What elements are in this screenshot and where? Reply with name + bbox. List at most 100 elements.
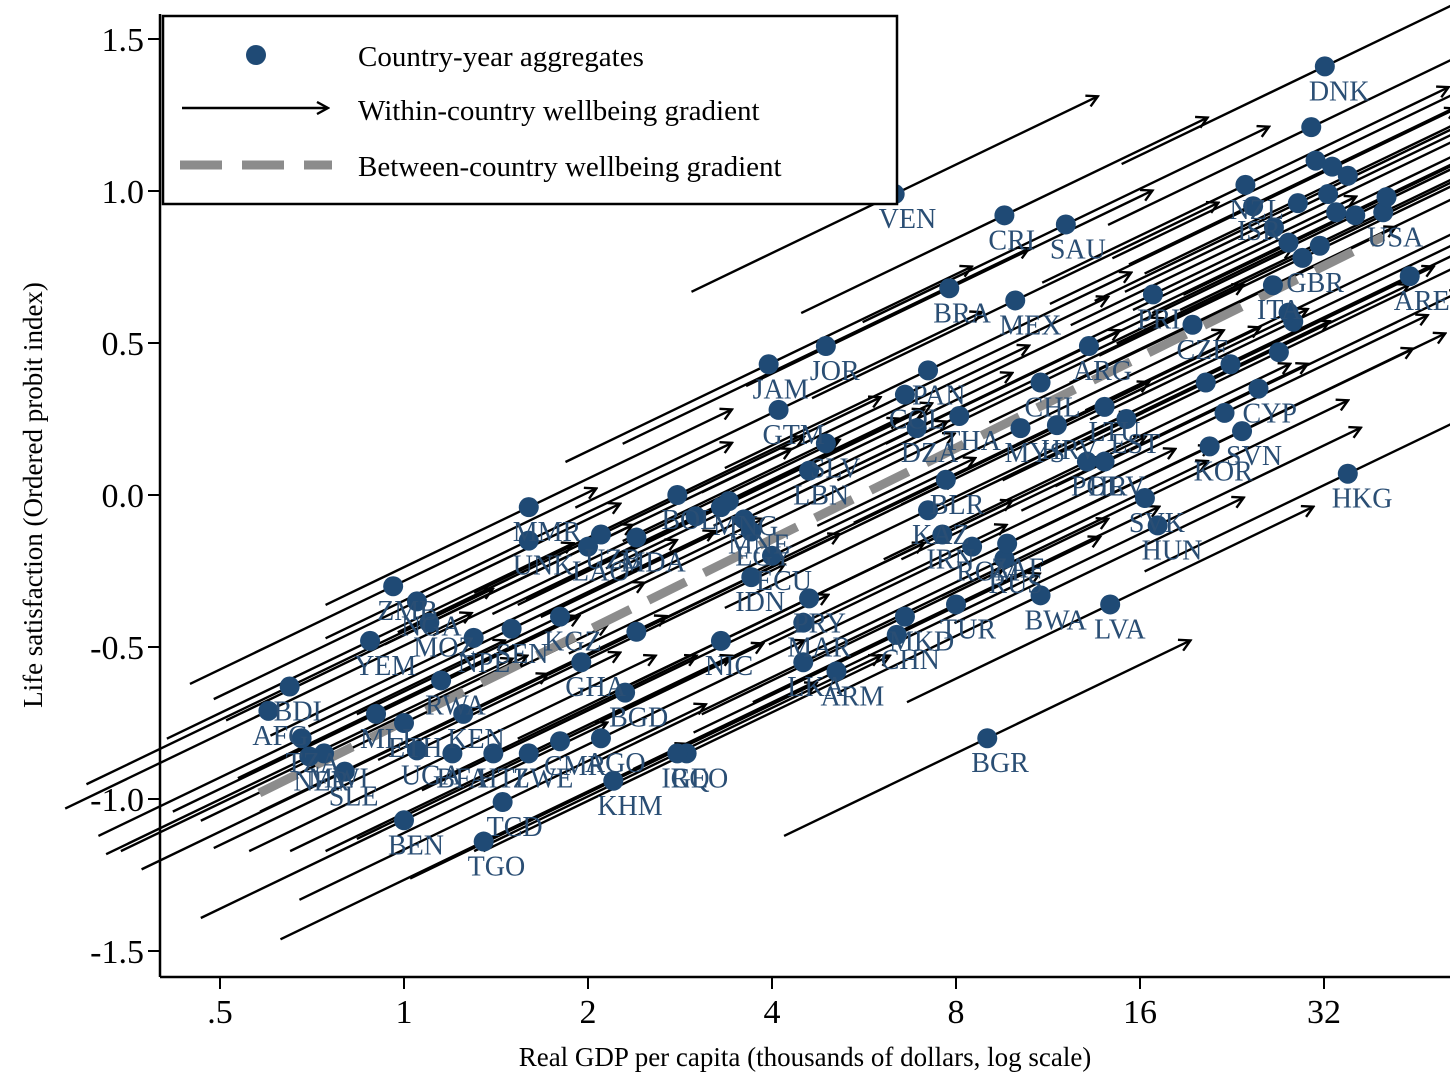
point-col [894,384,915,405]
legend-point-icon [246,45,266,65]
point-fin [1301,117,1322,138]
point-mda [626,527,647,548]
label-unk: UNK [513,551,574,582]
y-tick-label: -1.5 [90,934,144,971]
point-eth [394,713,414,733]
label-bra: BRA [933,298,991,329]
point-kgz [550,606,571,627]
point-tgo [473,831,494,852]
point-svk [1134,488,1155,509]
label-zwe: ZWE [513,763,574,794]
y-tick-label: 1.0 [102,174,145,211]
label-bgd: BGD [609,703,668,734]
point-rus [994,548,1015,569]
fit-line [257,232,1386,797]
x-tick-label: .5 [207,994,233,1031]
label-nga: NGA [401,611,462,642]
label-kor: KOR [1194,456,1253,487]
point-unk [518,530,539,551]
label-bwa: BWA [1025,605,1088,636]
point-bgr [977,728,998,749]
point-prt [1220,354,1241,375]
label-mda: MDA [620,548,686,579]
legend-label-fit: Between-country wellbeing gradient [358,151,782,183]
point-ltu [1094,396,1115,417]
label-cze: CZE [1177,335,1230,366]
point-grc [1214,402,1235,423]
point-chl [1030,372,1051,393]
point-cmr [550,731,571,752]
label-ken: KEN [447,724,505,755]
point-nor [1376,187,1397,208]
point-afg [258,700,279,721]
label-ven: VEN [879,204,937,235]
point-mar [793,612,814,633]
point-tza [291,728,312,749]
label-chn: CHN [881,645,940,676]
label-mng: MNG [713,511,778,542]
label-cri: CRI [988,225,1035,256]
point-egy [741,521,762,542]
label-hkg: HKG [1332,484,1393,515]
label-sle: SLE [329,782,379,813]
label-lva: LVA [1094,614,1146,645]
label-rwa: RWA [425,690,486,721]
point-hrv [1094,451,1115,472]
label-arg: ARG [1073,356,1132,387]
point-tur [946,594,966,615]
point-pol [1076,451,1097,472]
x-axis-title: Real GDP per capita (thousands of dollar… [519,1042,1092,1072]
point-pan [918,360,939,381]
point-hkg [1337,463,1358,484]
label-uzb: UZB [585,545,641,576]
label-mar: MAR [787,633,851,664]
point-irq [667,743,688,764]
point-bwa [1030,585,1051,606]
label-svk: SVK [1129,508,1185,539]
label-pri: PRI [1137,304,1181,335]
label-pry: PRY [793,608,846,639]
point-mys [1010,418,1031,439]
point-ner [299,746,320,767]
x-tick-label: 32 [1307,994,1341,1031]
point-gbr [1292,247,1313,268]
label-mkd: MKD [889,627,954,658]
label-hun: HUN [1142,535,1203,566]
point-ken [453,703,474,724]
label-moz: MOZ [413,633,475,664]
label-jor: JOR [810,356,860,387]
point-cyp [1248,378,1269,399]
label-npl: NPL [458,648,511,679]
label-gtm: GTM [763,420,825,451]
point-lao [578,536,598,557]
label-zaf: ZAF [991,554,1044,585]
point-khm [603,770,624,791]
point-bdi [279,676,300,697]
x-tick-label: 16 [1123,994,1157,1031]
point-hun [1147,515,1168,536]
label-jam: JAM [753,374,809,405]
point-ita [1262,275,1283,296]
label-ltu: LTU [1089,417,1141,448]
point-bel [1287,193,1308,214]
point-isr [1243,196,1264,217]
point-est [1116,409,1137,429]
label-cyp: CYP [1242,399,1296,430]
point-irl [1345,205,1366,226]
point-slv [815,433,836,454]
point-lva [1100,594,1121,615]
point-phl [710,497,731,518]
y-tick-label: 0.0 [102,478,145,515]
label-chl: CHL [1025,393,1081,424]
point-mmr [518,497,539,518]
label-nzl: NZL [1229,195,1283,226]
label-lao: LAO [572,557,630,588]
point-pry [799,588,820,609]
label-idn: IDN [735,587,785,618]
label-afg: AFG [252,721,308,752]
point-gtm [768,399,789,420]
label-pan: PAN [912,380,965,411]
point-idn [741,567,762,588]
